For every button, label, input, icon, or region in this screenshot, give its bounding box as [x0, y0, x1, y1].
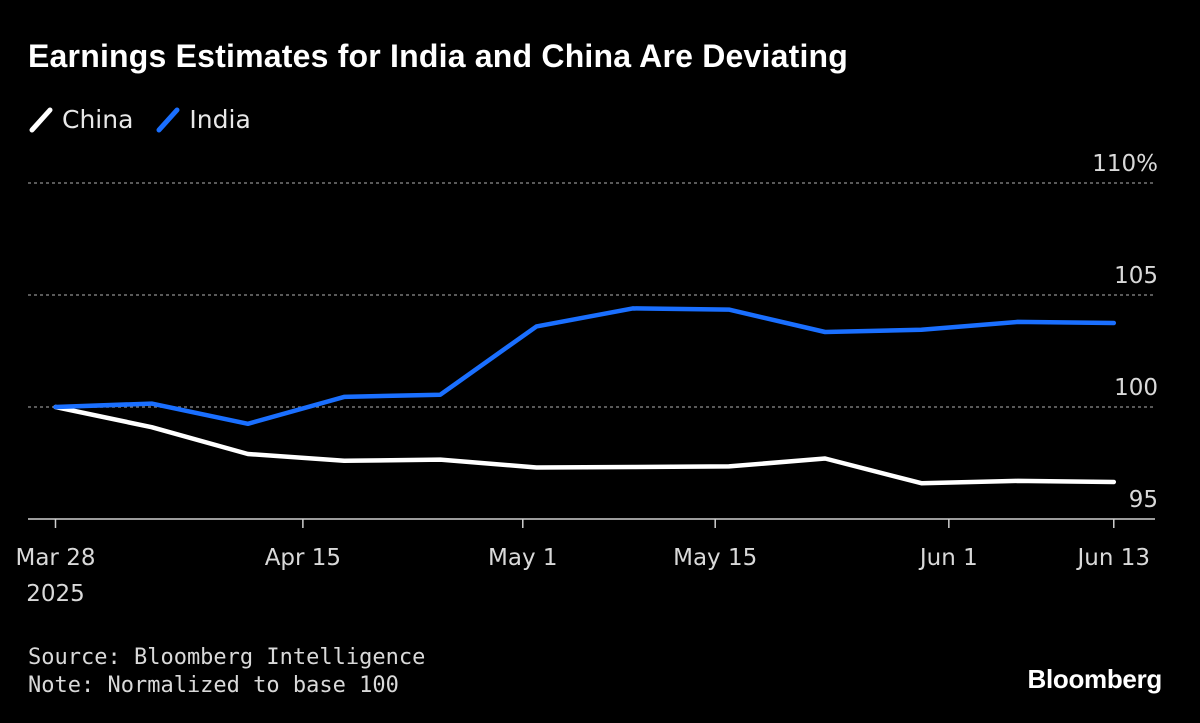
- legend-label-china: China: [62, 104, 134, 134]
- legend-swatch-india: [156, 107, 180, 133]
- x-tick-label-1: Apr 15: [265, 545, 341, 571]
- y-tick-label-95: 95: [1129, 487, 1158, 513]
- legend: China India: [28, 104, 273, 134]
- y-tick-label-105: 105: [1114, 263, 1158, 289]
- x-tick-label-4: Jun 1: [918, 545, 978, 571]
- y-tick-label-110: 110%: [1092, 151, 1158, 177]
- x-tick-label-0: Mar 28: [15, 545, 95, 571]
- x-tick-sublabel-0: 2025: [26, 581, 85, 607]
- series-line-india: [53, 306, 1117, 427]
- chart-title: Earnings Estimates for India and China A…: [28, 38, 849, 74]
- source-note: Source: Bloomberg Intelligence: [28, 645, 426, 670]
- legend-swatch-china: [29, 107, 53, 133]
- x-tick-label-2: May 1: [488, 545, 558, 571]
- legend-item-india: India: [155, 104, 251, 134]
- normalization-note: Note: Normalized to base 100: [28, 673, 399, 698]
- bloomberg-logo: Bloomberg: [1027, 664, 1162, 694]
- legend-label-india: India: [189, 104, 251, 134]
- y-tick-label-100: 100: [1114, 375, 1158, 401]
- x-tick-label-5: Jun 13: [1076, 545, 1151, 571]
- legend-item-china: China: [28, 104, 133, 134]
- x-tick-label-3: May 15: [673, 545, 757, 571]
- series-line-china: [53, 404, 1117, 486]
- footer: Source: Bloomberg Intelligence Note: Nor…: [28, 644, 425, 700]
